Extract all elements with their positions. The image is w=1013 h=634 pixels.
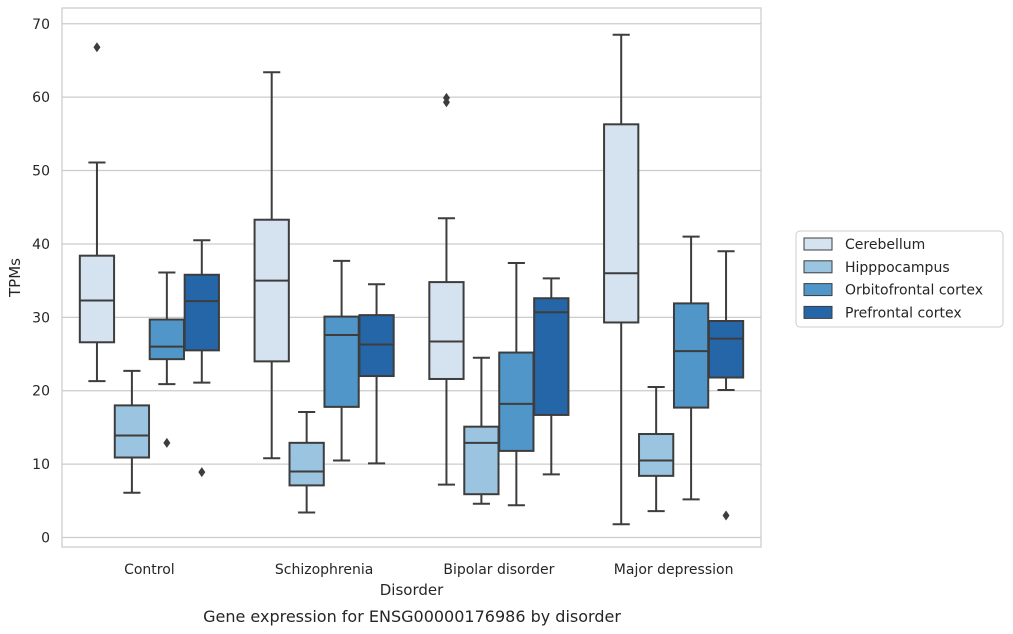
gridlines [62,23,761,539]
box-iqr [498,351,535,452]
box-series [78,33,745,526]
y-tick-label: 20 [32,384,50,400]
box [428,92,465,486]
box [358,283,395,465]
outlier-point [93,42,101,53]
box-iqr [603,123,640,324]
legend-swatch [803,260,833,274]
legend-swatch [803,305,833,319]
box-iqr [288,441,325,487]
box-iqr [253,218,290,363]
legend-swatch [803,283,833,297]
box-iqr [78,254,116,344]
box-iqr [113,404,151,459]
y-tick-label: 10 [32,457,50,473]
box-iqr [358,314,395,378]
box [707,250,745,521]
outlier-point [163,437,171,448]
chart-caption: Gene expression for ENSG00000176986 by d… [203,607,621,626]
y-tick-label: 40 [32,237,50,253]
box-iqr [463,425,500,496]
legend-swatch [803,237,833,251]
x-tick-label: Control [124,562,175,578]
box [498,262,535,507]
legend-label: Cerebellum [845,237,925,253]
x-tick-label: Schizophrenia [275,562,373,578]
box [603,33,640,526]
box-iqr [533,297,570,416]
y-tick-label: 70 [32,17,50,33]
y-axis-ticks: 0 10 20 30 40 50 60 70 [32,17,50,547]
legend-label: Hipppocampus [845,260,950,276]
x-axis-label: Disorder [380,581,444,599]
x-tick-label: Bipolar disorder [443,562,554,578]
box [638,386,675,513]
y-tick-label: 30 [32,310,50,326]
y-tick-label: 0 [41,531,50,547]
box-iqr [672,302,710,409]
box-iqr [323,315,360,408]
box [323,259,360,462]
legend-label: Orbitofrontal cortex [845,283,983,299]
outlier-point [442,92,450,103]
legend: Cerebellum Hipppocampus Orbitofrontal cort… [795,230,1004,328]
x-axis-ticks: Control Schizophrenia Bipolar disorder Majo… [124,562,733,578]
y-tick-label: 60 [32,90,50,106]
legend-label: Prefrontal cortex [845,305,962,321]
box [183,239,220,478]
box [463,356,500,505]
legend-frame [795,230,1004,328]
box-iqr [638,433,675,477]
y-axis-label: TPMs [6,258,24,298]
outlier-point [198,467,206,478]
box [113,369,151,494]
box-iqr [148,318,185,361]
x-tick-label: Major depression [614,562,734,578]
box-iqr [707,319,745,379]
outlier-point [722,510,730,521]
box [533,277,570,476]
box [672,235,710,501]
box [78,42,116,383]
box [253,71,290,460]
box [288,411,325,514]
box-iqr [183,273,220,352]
box-iqr [428,281,465,380]
box [148,271,185,448]
y-tick-label: 50 [32,164,50,180]
plot-frame [61,7,762,548]
